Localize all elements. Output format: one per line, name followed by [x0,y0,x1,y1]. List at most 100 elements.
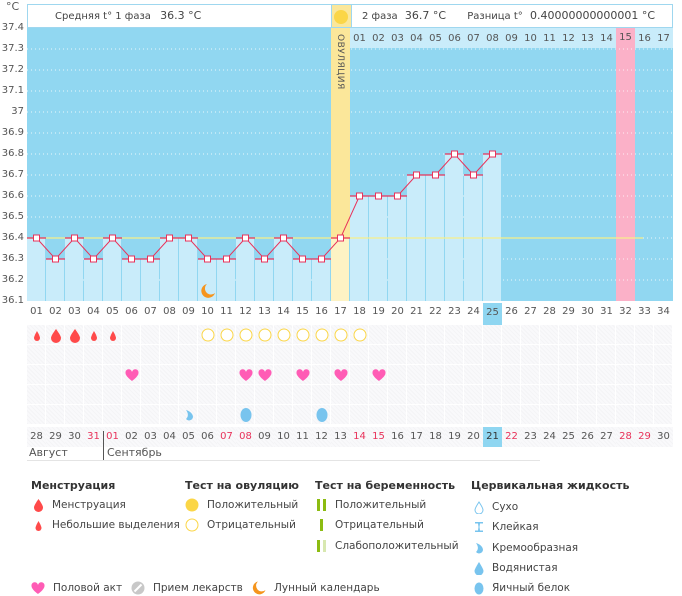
calendar-cell[interactable] [540,365,559,385]
calendar-cell[interactable] [141,385,160,405]
calendar-cell[interactable] [388,345,407,365]
calendar-cell[interactable] [635,325,654,345]
calendar-cell[interactable] [426,345,445,365]
calendar-cell[interactable] [236,385,255,405]
calendar-cell[interactable] [521,405,540,425]
calendar-date[interactable]: 16 [388,427,407,447]
calendar-cell[interactable] [388,365,407,385]
calendar-cell[interactable] [369,345,388,365]
calendar-cell[interactable] [103,345,122,365]
calendar-cell[interactable] [350,405,369,425]
calendar-date[interactable]: 15 [369,427,388,447]
calendar-cell[interactable] [198,345,217,365]
calendar-date[interactable]: 24 [540,427,559,447]
calendar-cell[interactable] [502,385,521,405]
calendar-cell[interactable] [502,325,521,345]
calendar-cell[interactable] [160,365,179,385]
calendar-cell[interactable] [293,405,312,425]
calendar-cell[interactable] [483,345,502,365]
calendar-cell[interactable] [559,385,578,405]
calendar-cell[interactable] [388,405,407,425]
calendar-cell[interactable] [597,365,616,385]
calendar-cell[interactable] [483,325,502,345]
calendar-date[interactable]: 08 [236,427,255,447]
calendar-cell[interactable] [350,385,369,405]
calendar-cell[interactable] [122,405,141,425]
calendar-cell[interactable] [179,385,198,405]
calendar-cell[interactable] [274,365,293,385]
calendar-cell[interactable] [331,405,350,425]
calendar-cell[interactable] [179,325,198,345]
calendar-cell[interactable] [521,325,540,345]
calendar-cell[interactable] [198,385,217,405]
calendar-cell[interactable] [122,385,141,405]
calendar-cell[interactable] [179,345,198,365]
calendar-cell[interactable] [578,325,597,345]
calendar-cell[interactable] [217,385,236,405]
calendar-cell[interactable] [84,405,103,425]
calendar-cell[interactable] [65,385,84,405]
calendar-cell[interactable] [597,385,616,405]
calendar-cell[interactable] [635,385,654,405]
calendar-cell[interactable] [654,405,673,425]
calendar-cell[interactable] [122,345,141,365]
calendar-date[interactable]: 22 [502,427,521,447]
calendar-cell[interactable] [46,365,65,385]
calendar-date[interactable]: 12 [312,427,331,447]
calendar-cell[interactable] [559,365,578,385]
calendar-cell[interactable] [483,365,502,385]
calendar-cell[interactable] [65,345,84,365]
calendar-cell[interactable] [160,345,179,365]
calendar-cell[interactable] [27,405,46,425]
calendar-cell[interactable] [597,345,616,365]
calendar-date[interactable]: 14 [350,427,369,447]
calendar-cell[interactable] [350,345,369,365]
calendar-cell[interactable] [274,345,293,365]
calendar-cell[interactable] [502,345,521,365]
calendar-date[interactable]: 19 [445,427,464,447]
calendar-cell[interactable] [407,405,426,425]
calendar-cell[interactable] [616,345,635,365]
calendar-cell[interactable] [635,345,654,365]
calendar-date[interactable]: 26 [578,427,597,447]
calendar-cell[interactable] [654,385,673,405]
calendar-date[interactable]: 05 [179,427,198,447]
calendar-cell[interactable] [217,405,236,425]
calendar-cell[interactable] [103,405,122,425]
calendar-date[interactable]: 28 [616,427,635,447]
calendar-cell[interactable] [540,405,559,425]
calendar-date[interactable]: 06 [198,427,217,447]
calendar-cell[interactable] [540,385,559,405]
calendar-cell[interactable] [274,385,293,405]
calendar-cell[interactable] [464,365,483,385]
calendar-cell[interactable] [407,385,426,405]
calendar-date[interactable]: 28 [27,427,46,447]
calendar-date[interactable]: 09 [255,427,274,447]
calendar-cell[interactable] [369,405,388,425]
calendar-date[interactable]: 31 [84,427,103,447]
calendar-date[interactable]: 13 [331,427,350,447]
calendar-cell[interactable] [46,385,65,405]
calendar-cell[interactable] [65,405,84,425]
calendar-cell[interactable] [84,385,103,405]
calendar-cell[interactable] [407,325,426,345]
calendar-cell[interactable] [502,365,521,385]
calendar-cell[interactable] [502,405,521,425]
calendar-cell[interactable] [103,365,122,385]
calendar-cell[interactable] [407,345,426,365]
calendar-cell[interactable] [369,325,388,345]
calendar-cell[interactable] [426,325,445,345]
calendar-cell[interactable] [445,365,464,385]
calendar-date[interactable]: 27 [597,427,616,447]
calendar-cell[interactable] [540,325,559,345]
calendar-cell[interactable] [141,345,160,365]
calendar-date[interactable]: 18 [426,427,445,447]
calendar-cell[interactable] [27,345,46,365]
calendar-date[interactable]: 01 [103,427,122,447]
calendar-cell[interactable] [616,405,635,425]
calendar-cell[interactable] [616,365,635,385]
calendar-cell[interactable] [483,385,502,405]
calendar-cell[interactable] [559,405,578,425]
calendar-cell[interactable] [65,365,84,385]
calendar-cell[interactable] [84,365,103,385]
